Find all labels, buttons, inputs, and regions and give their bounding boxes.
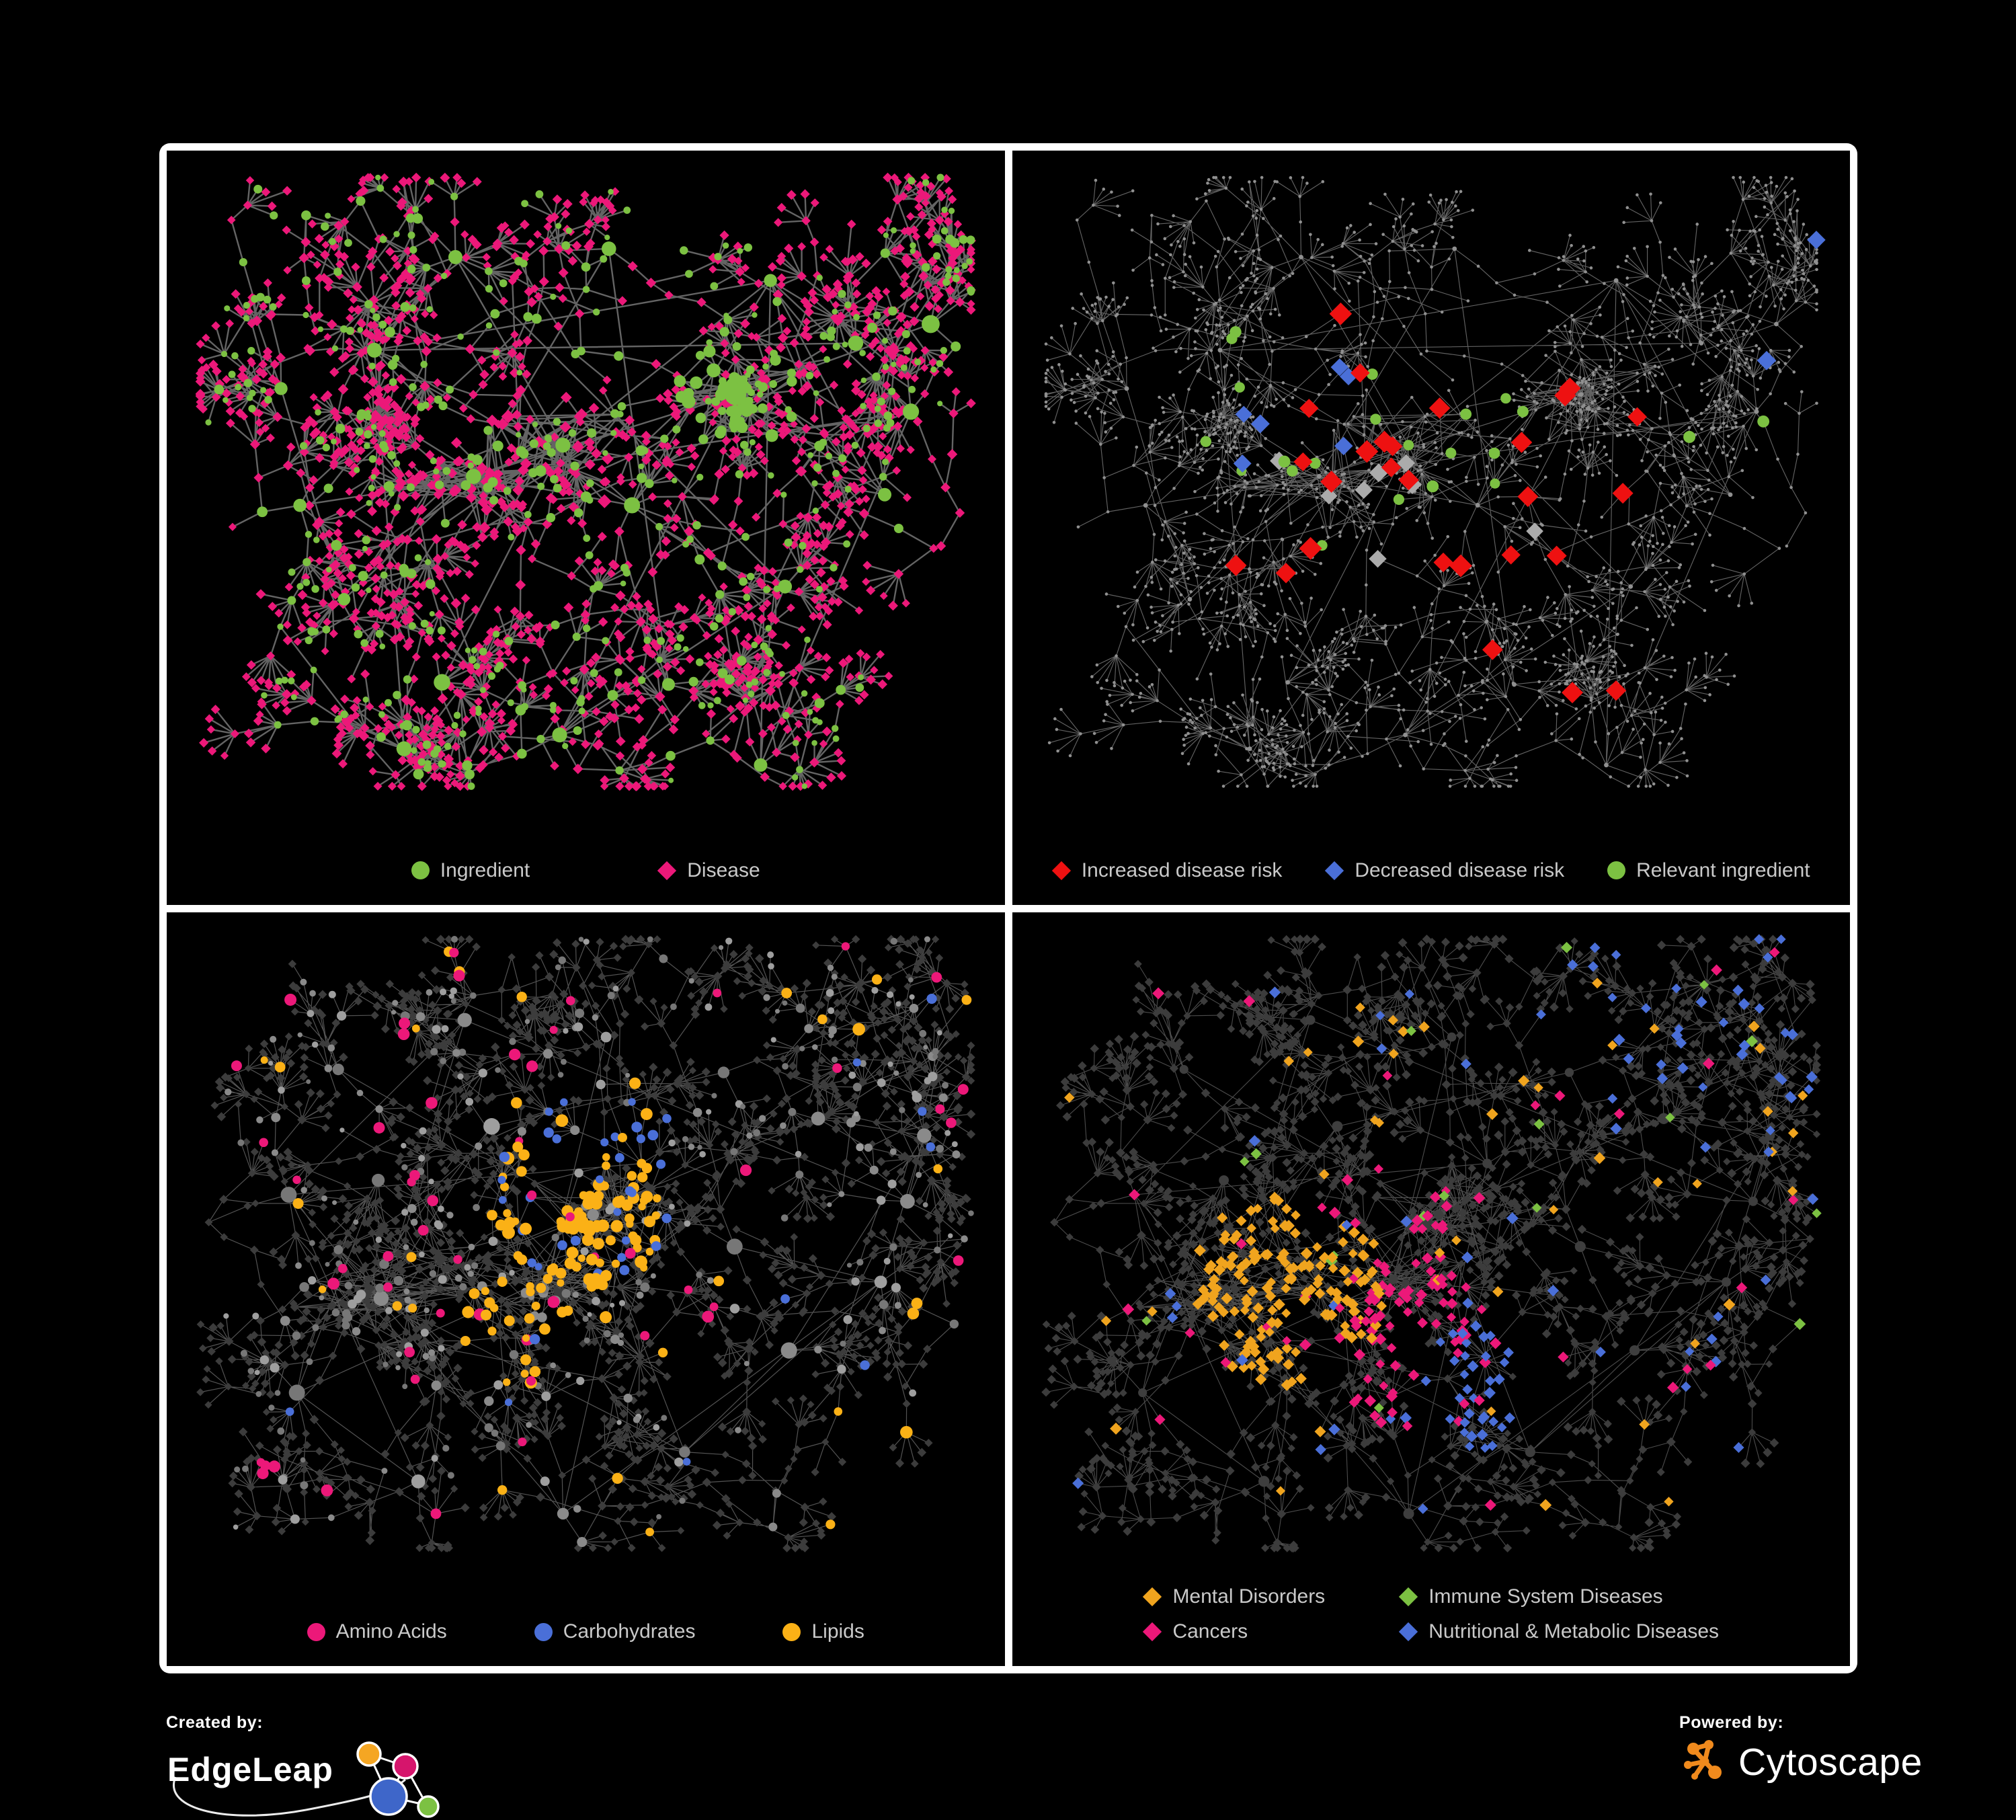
legend-label: Lipids	[811, 1620, 864, 1643]
cytoscape-glyph-icon	[1684, 1740, 1722, 1780]
panel-disease-classes: Mental Disorders Immune System Diseases Ca…	[1012, 912, 1851, 1666]
legend-item-ingredient: Ingredient	[411, 859, 530, 882]
legend-item-carbohydrates: Carbohydrates	[534, 1620, 696, 1643]
edgeleap-logo: EdgeLeap	[166, 1734, 462, 1820]
legend-label: Immune System Diseases	[1428, 1585, 1663, 1608]
edgeleap-glyph-icon	[173, 1741, 440, 1818]
legend-label: Cancers	[1172, 1620, 1248, 1643]
legend-item-lipids: Lipids	[782, 1620, 864, 1643]
circle-marker	[411, 861, 430, 879]
diamond-marker	[1399, 1587, 1418, 1607]
circle-marker	[1607, 861, 1626, 879]
legend-item-mental-disorders: Mental Disorders	[1143, 1585, 1325, 1608]
legend-label: Decreased disease risk	[1355, 859, 1565, 881]
legend-label: Disease	[687, 859, 760, 881]
legend-label: Nutritional & Metabolic Diseases	[1428, 1620, 1720, 1643]
diamond-marker	[1143, 1622, 1162, 1642]
legend-item-increased-disease-risk: Increased disease risk	[1051, 859, 1283, 882]
edgeleap-green-node	[417, 1795, 440, 1818]
powered-by-block: Powered by:	[1679, 1713, 1923, 1788]
cytoscape-logo: Cytoscape	[1679, 1737, 1923, 1788]
legend-item-immune-system-diseases: Immune System Diseases	[1399, 1585, 1719, 1608]
network-graph-nutrient-classes	[196, 934, 976, 1552]
network-graph-disease-risk	[1044, 175, 1826, 788]
edgeleap-magenta-node	[392, 1753, 419, 1780]
diamond-marker	[1051, 861, 1071, 880]
legend-disease-classes: Mental Disorders Immune System Diseases Ca…	[1012, 1585, 1851, 1643]
legend-item-cancers: Cancers	[1143, 1620, 1325, 1643]
panel-grid: Ingredient Disease Increased disease risk…	[159, 143, 1857, 1673]
circle-marker	[782, 1622, 801, 1641]
circle-marker	[534, 1622, 553, 1641]
panel-nutrient-classes: Amino Acids Carbohydrates Lipids	[167, 912, 1005, 1666]
legend-nutrient-classes: Amino Acids Carbohydrates Lipids	[167, 1620, 1005, 1643]
legend-label: Amino Acids	[335, 1620, 447, 1643]
legend-item-disease: Disease	[657, 859, 760, 882]
edgeleap-wordmark: EdgeLeap	[167, 1751, 333, 1788]
diamond-marker	[1399, 1622, 1418, 1642]
edgeleap-blue-node	[369, 1777, 408, 1816]
legend-label: Mental Disorders	[1172, 1585, 1326, 1608]
legend-ingredient-disease: Ingredient Disease	[167, 859, 1005, 882]
network-graph-disease-classes	[1041, 933, 1822, 1552]
diamond-marker	[1325, 861, 1344, 880]
legend-item-decreased-disease-risk: Decreased disease risk	[1325, 859, 1564, 882]
cytoscape-wordmark: Cytoscape	[1738, 1741, 1923, 1784]
panel-disease-risk: Increased disease risk Decreased disease …	[1012, 151, 1851, 905]
legend-item-amino-acids: Amino Acids	[307, 1620, 447, 1643]
legend-label: Carbohydrates	[563, 1620, 696, 1643]
panel-ingredient-disease: Ingredient Disease	[167, 151, 1005, 905]
legend-label: Relevant ingredient	[1636, 859, 1810, 881]
legend-disease-risk: Increased disease risk Decreased disease …	[1012, 859, 1851, 882]
legend-label: Increased disease risk	[1081, 859, 1283, 881]
legend-item-nutritional-metabolic-diseases: Nutritional & Metabolic Diseases	[1399, 1620, 1719, 1643]
powered-by-label: Powered by:	[1679, 1713, 1784, 1732]
legend-item-relevant-ingredient: Relevant ingredient	[1607, 859, 1810, 882]
created-by-block: Created by: EdgeLeap	[166, 1713, 462, 1820]
edgeleap-orange-node	[356, 1741, 382, 1767]
created-by-label: Created by:	[166, 1713, 264, 1732]
circle-marker	[307, 1622, 325, 1641]
network-graph-ingredient-disease	[195, 172, 976, 791]
legend-label: Ingredient	[440, 859, 530, 881]
diamond-marker	[657, 861, 677, 880]
diamond-marker	[1143, 1587, 1162, 1607]
